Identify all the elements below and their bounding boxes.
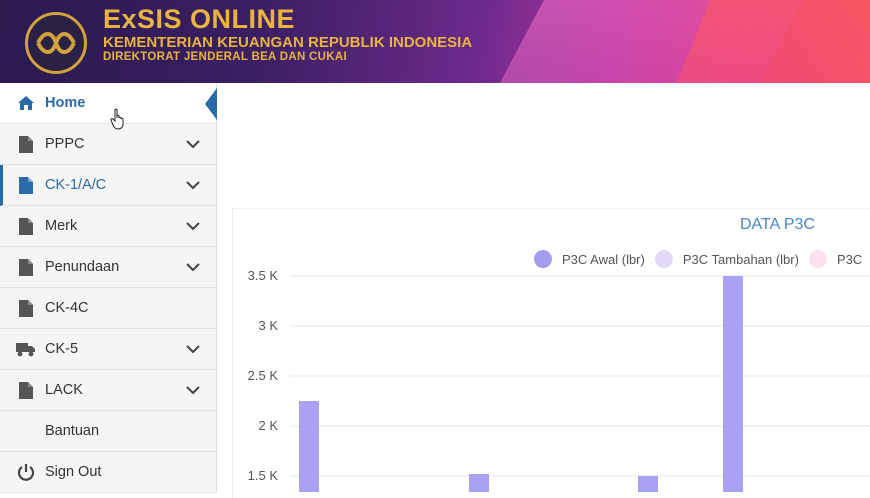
chart-bar[interactable] (299, 401, 319, 492)
y-tick-label: 2 K (258, 418, 278, 433)
sidebar-item-label: Merk (45, 218, 78, 234)
legend-label: P3C (836, 251, 863, 267)
chevron-down-icon[interactable] (182, 215, 204, 237)
file-icon (16, 298, 36, 318)
truck-icon (16, 339, 36, 359)
main-content (218, 83, 870, 498)
chart-bar[interactable] (723, 276, 743, 492)
sidebar-item-label: Penundaan (45, 259, 120, 275)
file-icon (16, 175, 36, 195)
chart-bar[interactable] (469, 474, 489, 492)
chart-legend: P3C Awal (lbr) P3C Tambahan (lbr) P3C (534, 250, 870, 268)
sidebar-item-label: CK-1/A/C (45, 177, 107, 193)
sidebar-item-ck-5[interactable]: CK-5 (0, 329, 216, 370)
y-tick-label: 2.5 K (248, 368, 279, 383)
app-header: ExSIS ONLINE KEMENTERIAN KEUANGAN REPUBL… (0, 0, 870, 83)
sidebar-item-bantuan[interactable]: Bantuan (0, 411, 216, 452)
legend-swatch (654, 250, 673, 268)
sidebar-item-label: Sign Out (45, 464, 102, 480)
chart-title: DATA P3C (740, 216, 815, 233)
sidebar-item-penundaan[interactable]: Penundaan (0, 247, 216, 288)
home-icon (16, 93, 36, 113)
sidebar-item-label: CK-4C (45, 300, 89, 316)
y-tick-label: 3 K (258, 318, 278, 333)
chevron-down-icon[interactable] (182, 338, 204, 360)
sidebar-item-home[interactable]: Home (0, 83, 217, 124)
legend-item[interactable]: P3C Tambahan (lbr) (654, 250, 799, 268)
sidebar-item-merk[interactable]: Merk (0, 206, 216, 247)
hand-cursor-icon (110, 108, 124, 130)
legend-label: P3C Tambahan (lbr) (682, 251, 799, 267)
legend-swatch (534, 250, 552, 268)
sidebar-item-label: Bantuan (45, 423, 100, 439)
sidebar-item-pppc[interactable]: PPPC (0, 124, 216, 165)
chevron-down-icon[interactable] (182, 379, 204, 401)
legend-item[interactable]: P3C Awal (lbr) (534, 250, 645, 268)
sidebar-item-ck-4c[interactable]: CK-4C (0, 288, 216, 329)
file-icon (16, 380, 36, 400)
y-tick-label: 3.5 K (248, 268, 279, 283)
chart-panel (232, 208, 870, 498)
ministry-name: KEMENTERIAN KEUANGAN REPUBLIK INDONESIA (103, 34, 473, 51)
directorate-name: DIREKTORAT JENDERAL BEA DAN CUKAI (103, 51, 347, 63)
file-icon (16, 216, 36, 236)
chevron-down-icon[interactable] (182, 174, 204, 196)
file-icon (16, 257, 36, 277)
legend-label: P3C Awal (lbr) (562, 251, 645, 267)
sidebar-item-label: Home (45, 95, 86, 111)
legend-item[interactable]: P3C (808, 250, 863, 268)
active-indicator (205, 88, 217, 120)
sidebar: Home PPPC CK-1/A/C Merk Penundaa (0, 83, 217, 493)
legend-swatch (808, 250, 827, 268)
sidebar-item-label: LACK (45, 382, 83, 398)
chevron-down-icon[interactable] (182, 256, 204, 278)
sidebar-item-label: PPPC (45, 136, 85, 152)
exsis-logo (25, 12, 87, 74)
y-tick-label: 1.5 K (248, 468, 279, 483)
sidebar-item-ck-1-a-c[interactable]: CK-1/A/C (0, 165, 216, 206)
file-icon (16, 134, 36, 154)
chart-bar[interactable] (638, 476, 658, 492)
sidebar-item-lack[interactable]: LACK (0, 370, 216, 411)
sidebar-item-label: CK-5 (45, 341, 79, 357)
power-icon (16, 462, 36, 482)
app-title: ExSIS ONLINE (103, 4, 296, 34)
chevron-down-icon[interactable] (182, 133, 204, 155)
